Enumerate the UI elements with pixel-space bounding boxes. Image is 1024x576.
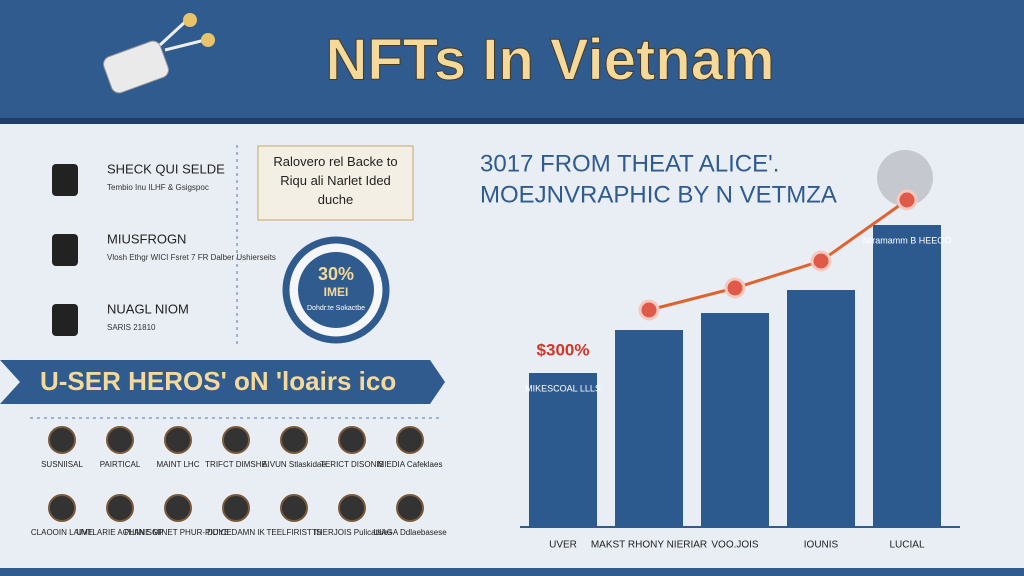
icon-label: TEELFIRIST IS	[267, 528, 322, 537]
badge-value: 30%	[318, 264, 354, 284]
icon-label: CLAOOIN LAIME	[31, 528, 93, 537]
badge-core	[298, 252, 374, 328]
icon-label: SUSNIISAL	[41, 460, 83, 469]
footer-band	[0, 568, 1024, 576]
icon-label: PLANE MINET PHUR-PIDICE	[124, 528, 231, 537]
feature-text: Tembio Inu ILHF & Gsigspoc	[107, 183, 209, 192]
banner-notch	[0, 360, 20, 404]
icon-label: THERJOIS Pulicatsies	[312, 528, 392, 537]
trend-point	[810, 250, 832, 272]
icon	[222, 426, 250, 454]
header-rule	[0, 118, 1024, 124]
trend-point	[638, 299, 660, 321]
feature-icon	[52, 234, 78, 266]
x-tick-label: VOO.JOIS	[711, 540, 759, 551]
annotation: $300%	[537, 340, 590, 359]
icon-label: UVTLARIE ACHIIN SGP	[76, 528, 163, 537]
feature-icon	[52, 304, 78, 336]
bar-label: Nrramamm B HEEOO	[863, 235, 952, 245]
banner-title: U-SER HEROS' oN 'loairs ico	[40, 366, 396, 396]
icon	[164, 426, 192, 454]
icon	[280, 494, 308, 522]
callout-box	[257, 145, 414, 221]
feature-text: SARIS 21810	[107, 323, 156, 332]
chart-subtitle: MOEJNVRAPHIC BY N VETMZA	[480, 181, 837, 208]
icon	[106, 494, 134, 522]
badge-label: IMEI	[324, 285, 349, 299]
icon-label: UIAGA Ddlaebasese	[373, 528, 447, 537]
header-band	[0, 0, 1024, 118]
bar	[701, 313, 769, 527]
bar	[615, 330, 683, 527]
trend-line	[648, 198, 908, 312]
icon	[280, 426, 308, 454]
badge-text: Dohdr:te Sokactbe	[307, 305, 365, 312]
icon-label: DUYE DAMN IK	[207, 528, 265, 537]
icon-label: MIEDIA Cafeklaes	[378, 460, 443, 469]
chart-title: 3017 FROM THEAT ALICE'.	[480, 150, 779, 177]
callout-text: Ralovero rel Backe to Riqu ali Narlet Id…	[273, 154, 398, 207]
icon	[48, 426, 76, 454]
icon	[338, 426, 366, 454]
icon-label: AIVUN Stlaskidae	[262, 460, 326, 469]
icon	[222, 494, 250, 522]
icon-label: TERICT DISONIS	[320, 460, 384, 469]
feature-text: Vlosh Ethgr WICI Fsret 7 FR Dalber Ushie…	[107, 253, 276, 262]
bar	[529, 373, 597, 527]
icon	[48, 494, 76, 522]
banner	[0, 360, 445, 404]
bar-label: MIKESCOAL LLLS	[525, 383, 601, 393]
x-tick-label: UVER	[549, 540, 577, 551]
header-icon	[103, 13, 215, 94]
feature-title: MIUSFROGN	[107, 231, 186, 246]
x-tick-label: MAKST RHONY NIERIAR	[591, 540, 707, 551]
feature-title: NUAGL NIOM	[107, 301, 189, 316]
icon	[164, 494, 192, 522]
globe-icon	[877, 150, 933, 206]
bar	[787, 290, 855, 527]
x-tick-label: LUCIAL	[889, 540, 924, 551]
x-tick-label: IOUNIS	[804, 540, 839, 551]
trend-point	[896, 189, 918, 211]
feature-title: SHECK QUI SELDE	[107, 161, 225, 176]
icon	[396, 494, 424, 522]
feature-icon	[52, 164, 78, 196]
page-title: NFTs In Vietnam	[325, 27, 774, 92]
icon-label: PAIRTICAL	[100, 460, 141, 469]
trend-point	[724, 277, 746, 299]
bar	[873, 225, 941, 527]
callout: Ralovero rel Backe to Riqu ali Narlet Id…	[273, 154, 398, 207]
icon	[106, 426, 134, 454]
icon-label: MAINT LHC	[157, 460, 200, 469]
icon-label: TRIFCT DIMSHE	[205, 460, 267, 469]
icon	[338, 494, 366, 522]
icon	[396, 426, 424, 454]
